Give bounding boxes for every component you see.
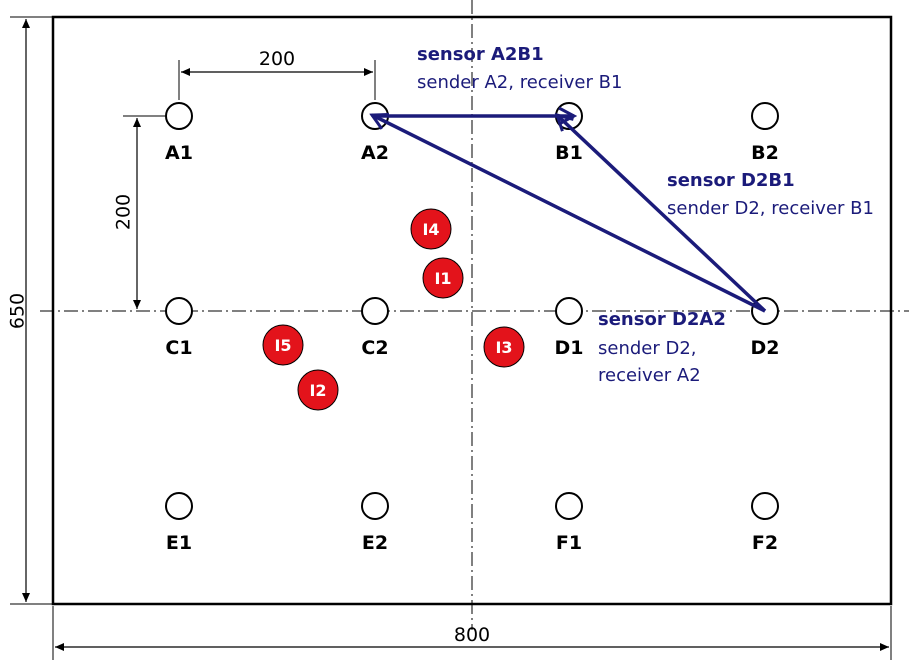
impact-i2: I2 — [297, 369, 339, 411]
horizontal-spacing-dimension: 200 — [178, 48, 376, 100]
impact-label-i3: I3 — [495, 338, 512, 357]
width-dimension: 800 — [52, 606, 892, 660]
sensor-d2a2-annotation: sensor D2A2 sender D2, receiver A2 — [598, 309, 726, 386]
hole-label-b1: B1 — [555, 142, 583, 164]
impact-i3: I3 — [483, 326, 525, 368]
sensor-a2b1-title: sensor A2B1 — [417, 44, 544, 65]
vertical-spacing-dimension: 200 — [113, 115, 166, 309]
hole-label-f2: F2 — [752, 532, 778, 554]
hole-c1 — [165, 297, 193, 325]
hole-label-a1: A1 — [165, 142, 193, 164]
sensor-d2a2-title: sensor D2A2 — [598, 309, 726, 330]
impact-label-i1: I1 — [434, 269, 451, 288]
hole-c2 — [361, 297, 389, 325]
width-label: 800 — [454, 624, 490, 646]
hole-d1 — [555, 297, 583, 325]
hole-a1 — [165, 102, 193, 130]
sensor-d2a2-desc-line1: sender D2, — [598, 338, 697, 359]
sensor-d2b1-title: sensor D2B1 — [667, 170, 795, 191]
hole-labels: A1 A2 B1 B2 C1 C2 D1 D2 E1 E2 F1 F2 — [165, 142, 779, 554]
hole-label-c1: C1 — [165, 337, 192, 359]
path-d2-b1 — [557, 115, 767, 313]
hole-f2 — [751, 492, 779, 520]
path-d2-a2 — [372, 115, 766, 313]
impact-i4: I4 — [410, 208, 452, 250]
sensor-paths — [372, 115, 767, 313]
sensor-a2b1-annotation: sensor A2B1 sender A2, receiver B1 — [417, 44, 622, 93]
hole-label-e2: E2 — [362, 532, 388, 554]
hole-e1 — [165, 492, 193, 520]
height-dimension: 650 — [7, 16, 55, 605]
hole-label-d2: D2 — [751, 337, 780, 359]
sensor-a2b1-desc: sender A2, receiver B1 — [417, 72, 622, 93]
impact-label-i5: I5 — [274, 336, 291, 355]
height-label: 650 — [7, 293, 29, 329]
hole-label-d1: D1 — [555, 337, 584, 359]
impact-i1: I1 — [422, 257, 464, 299]
hole-f1 — [555, 492, 583, 520]
sensor-d2b1-desc: sender D2, receiver B1 — [667, 198, 874, 219]
hole-label-b2: B2 — [751, 142, 779, 164]
impact-markers: I1 I2 I3 I4 I5 — [262, 208, 525, 411]
vertical-spacing-label: 200 — [113, 194, 135, 230]
impact-i5: I5 — [262, 324, 304, 366]
hole-label-c2: C2 — [361, 337, 388, 359]
hole-label-a2: A2 — [361, 142, 389, 164]
hole-label-f1: F1 — [556, 532, 582, 554]
hole-b2 — [751, 102, 779, 130]
sensor-d2a2-desc-line2: receiver A2 — [598, 365, 701, 386]
sensor-d2b1-annotation: sensor D2B1 sender D2, receiver B1 — [667, 170, 874, 219]
horizontal-spacing-label: 200 — [259, 48, 295, 70]
hole-label-e1: E1 — [166, 532, 192, 554]
impact-label-i4: I4 — [422, 220, 439, 239]
impact-label-i2: I2 — [309, 381, 326, 400]
hole-e2 — [361, 492, 389, 520]
